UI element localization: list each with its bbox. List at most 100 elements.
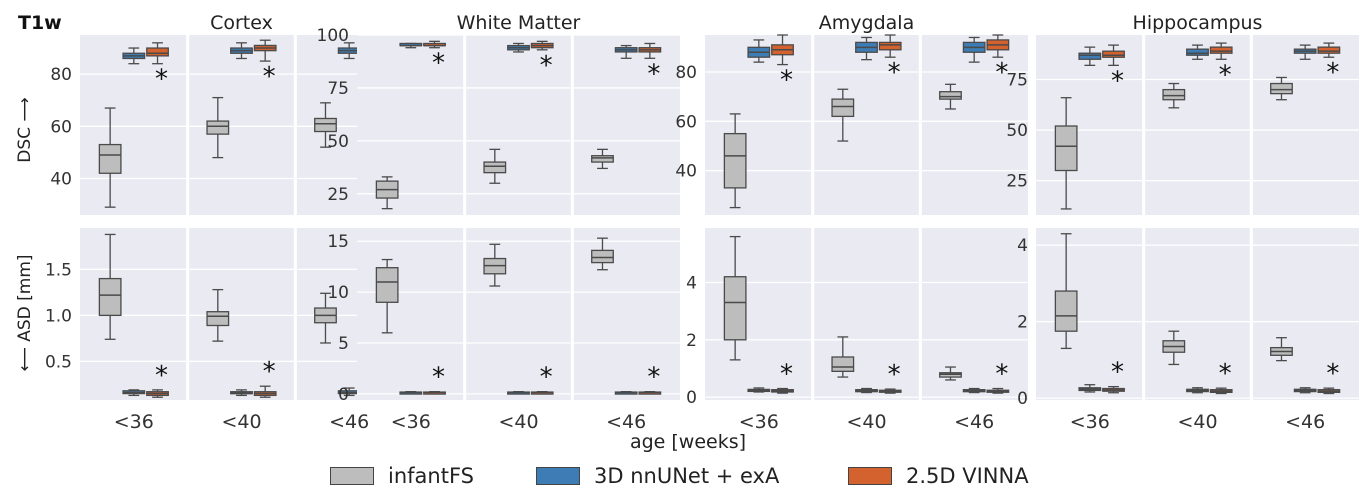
ytick-label-p6-0: 0 xyxy=(686,388,697,408)
ytick-label-p2-0: 40 xyxy=(675,162,697,182)
significance-marker-p0-0: * xyxy=(155,65,168,95)
legend-swatch-nnunet xyxy=(536,467,580,485)
legend-label-vinna: 2.5D VINNA xyxy=(906,464,1029,488)
significance-marker-p6-2: * xyxy=(995,360,1008,390)
legend: infantFS 3D nnUNet + exA 2.5D VINNA xyxy=(0,462,1370,490)
legend-item-vinna: 2.5D VINNA xyxy=(848,462,1029,490)
significance-marker-p1-0: * xyxy=(432,49,445,79)
panel-background-p5 xyxy=(357,228,680,400)
legend-item-infantfs: infantFS xyxy=(330,462,474,490)
legend-label-infantfs: infantFS xyxy=(388,464,474,488)
significance-marker-p5-2: * xyxy=(647,363,660,393)
box-p0-2-5d-vinna-0 xyxy=(146,47,169,57)
xtick-label-p4-1: <40 xyxy=(221,411,261,433)
ytick-label-p6-1: 2 xyxy=(686,331,697,351)
panel-background-p2 xyxy=(705,35,1028,215)
significance-marker-p3-1: * xyxy=(1219,60,1232,90)
xtick-label-p5-1: <40 xyxy=(498,411,538,433)
significance-marker-p7-2: * xyxy=(1326,359,1339,389)
box-p3-3d-nnunet-exa-0 xyxy=(1078,52,1102,60)
box-p0-infantfs-0 xyxy=(98,143,122,174)
significance-marker-p1-1: * xyxy=(540,51,553,81)
box-p3-infantfs-0 xyxy=(1054,125,1078,172)
xtick-label-p7-0: <36 xyxy=(1070,411,1110,433)
box-p4-infantfs-0 xyxy=(98,277,122,317)
significance-marker-p5-1: * xyxy=(540,363,553,393)
x-axis-label: age [weeks] xyxy=(630,431,746,453)
legend-item-nnunet: 3D nnUNet + exA xyxy=(536,462,779,490)
panel-background-p7 xyxy=(1036,228,1359,400)
significance-marker-p1-2: * xyxy=(647,59,660,89)
ytick-label-p0-1: 60 xyxy=(50,117,72,137)
box-p4-infantfs-1 xyxy=(206,311,230,327)
panel-title-hippocampus: Hippocampus xyxy=(1133,12,1263,34)
box-p3-2-5d-vinna-2 xyxy=(1317,46,1341,54)
box-p3-2-5d-vinna-0 xyxy=(1102,50,1125,58)
xtick-label-p5-0: <36 xyxy=(391,411,431,433)
ytick-label-p5-0: 0 xyxy=(338,385,349,405)
box-p2-infantfs-1 xyxy=(831,98,855,118)
ytick-label-p0-2: 80 xyxy=(50,65,72,85)
box-p2-infantfs-2 xyxy=(939,91,962,100)
box-p3-infantfs-2 xyxy=(1270,82,1293,95)
significance-marker-p7-0: * xyxy=(1111,358,1124,388)
ytick-label-p7-1: 2 xyxy=(1017,313,1028,333)
box-p6-infantfs-0 xyxy=(723,276,747,341)
significance-marker-p6-1: * xyxy=(888,360,901,390)
modality-label: T1w xyxy=(18,12,62,34)
box-p1-infantfs-2 xyxy=(591,155,614,163)
ytick-label-p1-0: 25 xyxy=(327,185,349,205)
significance-marker-p2-0: * xyxy=(780,66,793,96)
box-p0-infantfs-2 xyxy=(314,117,337,133)
xtick-label-p4-0: <36 xyxy=(114,411,154,433)
ytick-label-p7-2: 4 xyxy=(1017,236,1028,256)
ytick-label-p5-3: 15 xyxy=(327,232,349,252)
row-ylabel-asd: ⟵ ASD [mm] xyxy=(15,254,35,371)
box-p7-infantfs-0 xyxy=(1054,290,1078,332)
ytick-label-p5-2: 10 xyxy=(327,283,349,303)
box-p2-infantfs-0 xyxy=(723,132,747,189)
ytick-label-p1-2: 75 xyxy=(327,79,349,99)
panel-background-p6 xyxy=(705,228,1028,400)
panel-background-p1 xyxy=(357,35,680,215)
ytick-label-p1-3: 100 xyxy=(317,26,349,46)
xtick-label-p4-2: <46 xyxy=(329,411,369,433)
box-p3-3d-nnunet-exa-1 xyxy=(1186,48,1209,56)
significance-marker-p3-2: * xyxy=(1326,58,1339,88)
box-p3-2-5d-vinna-1 xyxy=(1209,46,1233,54)
ytick-label-p5-1: 5 xyxy=(338,334,349,354)
xtick-label-p7-2: <46 xyxy=(1285,411,1325,433)
legend-label-nnunet: 3D nnUNet + exA xyxy=(594,464,780,488)
box-p5-infantfs-2 xyxy=(591,249,614,264)
significance-marker-p4-0: * xyxy=(155,361,168,391)
xtick-label-p6-2: <46 xyxy=(954,411,994,433)
box-p6-infantfs-1 xyxy=(831,356,855,372)
panel-title-amygdala: Amygdala xyxy=(819,12,914,34)
panel-title-white-matter: White Matter xyxy=(457,12,581,34)
significance-marker-p6-0: * xyxy=(780,360,793,390)
box-p0-infantfs-1 xyxy=(206,120,230,135)
legend-swatch-infantfs xyxy=(330,467,374,485)
panel-background-p3 xyxy=(1036,35,1359,215)
ytick-label-p1-1: 50 xyxy=(327,132,349,152)
box-p3-infantfs-1 xyxy=(1162,88,1186,101)
xtick-label-p5-2: <46 xyxy=(606,411,646,433)
ytick-label-p3-0: 25 xyxy=(1006,172,1028,192)
box-p1-infantfs-1 xyxy=(483,161,507,174)
ytick-label-p3-2: 75 xyxy=(1006,70,1028,90)
ytick-label-p3-1: 50 xyxy=(1006,121,1028,141)
ytick-label-p2-1: 60 xyxy=(675,112,697,132)
legend-swatch-vinna xyxy=(848,467,892,485)
significance-marker-p4-1: * xyxy=(263,357,276,387)
significance-marker-p2-2: * xyxy=(995,58,1008,88)
ytick-label-p6-2: 4 xyxy=(686,273,697,293)
significance-marker-p5-0: * xyxy=(432,363,445,393)
significance-marker-p7-1: * xyxy=(1219,359,1232,389)
xtick-label-p7-1: <40 xyxy=(1177,411,1217,433)
ytick-label-p4-2: 1.5 xyxy=(45,260,72,280)
ytick-label-p0-0: 40 xyxy=(50,169,72,189)
box-p5-infantfs-0 xyxy=(375,267,399,303)
ytick-label-p7-0: 0 xyxy=(1017,389,1028,409)
